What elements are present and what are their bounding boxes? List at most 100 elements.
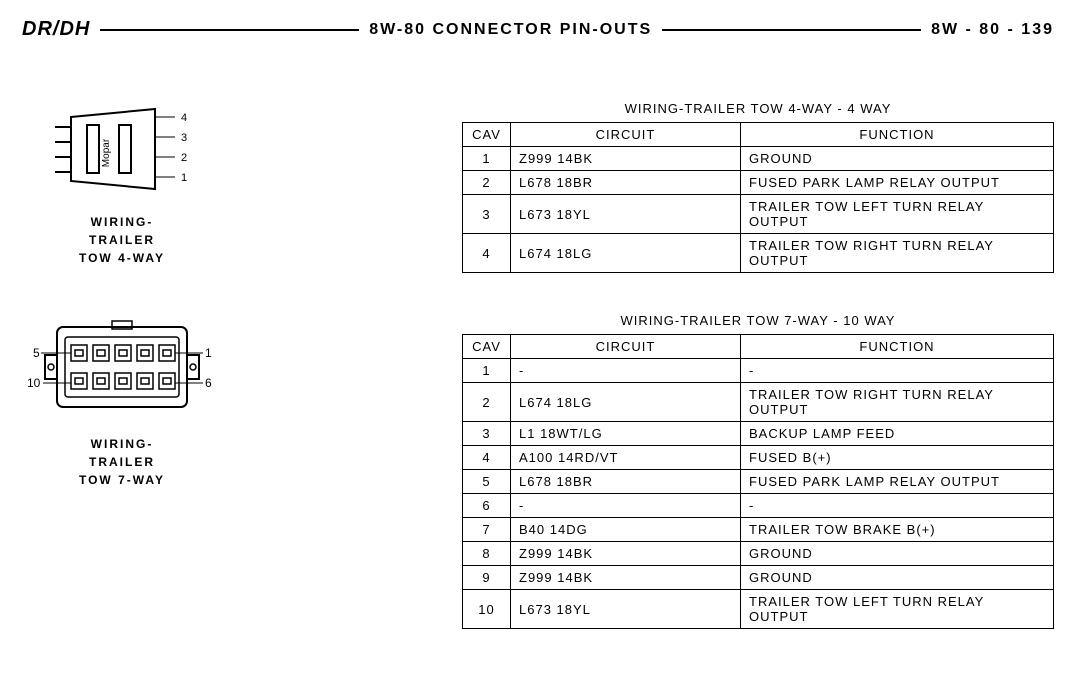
svg-text:6: 6	[205, 376, 212, 390]
cell-circuit: -	[511, 494, 741, 518]
diag7-l2: TRAILER	[89, 455, 155, 469]
cell-circuit: L678 18BR	[511, 171, 741, 195]
table-row: 2L674 18LGTRAILER TOW RIGHT TURN RELAY O…	[463, 383, 1054, 422]
cell-function: FUSED PARK LAMP RELAY OUTPUT	[741, 171, 1054, 195]
table-4way-caption: WIRING-TRAILER TOW 4-WAY - 4 WAY	[462, 101, 1054, 116]
header-center: 8W-80 CONNECTOR PIN-OUTS	[369, 21, 652, 39]
cell-cav: 9	[463, 566, 511, 590]
diag4-l1: WIRING-	[91, 215, 154, 229]
svg-text:Mopar: Mopar	[101, 138, 112, 167]
cell-function: GROUND	[741, 542, 1054, 566]
table-row: 6--	[463, 494, 1054, 518]
cell-function: TRAILER TOW RIGHT TURN RELAY OUTPUT	[741, 383, 1054, 422]
cell-function: TRAILER TOW LEFT TURN RELAY OUTPUT	[741, 590, 1054, 629]
col-function: FUNCTION	[741, 335, 1054, 359]
col-circuit: CIRCUIT	[511, 335, 741, 359]
table-7way-col: WIRING-TRAILER TOW 7-WAY - 10 WAY CAV CI…	[222, 313, 1054, 629]
cell-circuit: L673 18YL	[511, 590, 741, 629]
table-row: 1Z999 14BKGROUND	[463, 147, 1054, 171]
table-row: 2L678 18BRFUSED PARK LAMP RELAY OUTPUT	[463, 171, 1054, 195]
cell-cav: 8	[463, 542, 511, 566]
table-4way: CAV CIRCUIT FUNCTION 1Z999 14BKGROUND2L6…	[462, 122, 1054, 273]
cell-cav: 1	[463, 359, 511, 383]
diagram-7way-col: 5 1 10 6 WIRING- TRAILER TOW 7-WAY	[22, 313, 222, 489]
svg-text:1: 1	[181, 172, 187, 184]
section-4way: Mopar 4 3 2 1 WIRING- TRAILER TOW 4-WAY	[22, 101, 1054, 273]
cell-circuit: L674 18LG	[511, 234, 741, 273]
cell-cav: 3	[463, 422, 511, 446]
cell-function: -	[741, 359, 1054, 383]
cell-function: -	[741, 494, 1054, 518]
connector-7way-svg: 5 1 10 6	[27, 317, 217, 427]
table-7way: CAV CIRCUIT FUNCTION 1--2L674 18LGTRAILE…	[462, 334, 1054, 629]
cell-function: TRAILER TOW LEFT TURN RELAY OUTPUT	[741, 195, 1054, 234]
cell-circuit: L1 18WT/LG	[511, 422, 741, 446]
table-row: 10L673 18YLTRAILER TOW LEFT TURN RELAY O…	[463, 590, 1054, 629]
section-7way: 5 1 10 6 WIRING- TRAILER TOW 7-WAY WIRIN…	[22, 313, 1054, 629]
table-row: 9Z999 14BKGROUND	[463, 566, 1054, 590]
cell-function: TRAILER TOW RIGHT TURN RELAY OUTPUT	[741, 234, 1054, 273]
cell-cav: 4	[463, 234, 511, 273]
cell-circuit: L674 18LG	[511, 383, 741, 422]
cell-function: GROUND	[741, 566, 1054, 590]
header-rule-right	[662, 29, 921, 31]
header-rule-left	[100, 29, 359, 31]
cell-circuit: B40 14DG	[511, 518, 741, 542]
cell-circuit: Z999 14BK	[511, 566, 741, 590]
table-4way-col: WIRING-TRAILER TOW 4-WAY - 4 WAY CAV CIR…	[222, 101, 1054, 273]
table-row: CAV CIRCUIT FUNCTION	[463, 123, 1054, 147]
cell-cav: 3	[463, 195, 511, 234]
svg-text:1: 1	[205, 346, 212, 360]
table-row: 4L674 18LGTRAILER TOW RIGHT TURN RELAY O…	[463, 234, 1054, 273]
cell-cav: 2	[463, 383, 511, 422]
table-row: 7B40 14DGTRAILER TOW BRAKE B(+)	[463, 518, 1054, 542]
cell-cav: 7	[463, 518, 511, 542]
page-header: DR/DH 8W-80 CONNECTOR PIN-OUTS 8W - 80 -…	[22, 18, 1054, 41]
diag7-l1: WIRING-	[91, 437, 154, 451]
col-cav: CAV	[463, 335, 511, 359]
cell-cav: 4	[463, 446, 511, 470]
cell-circuit: L673 18YL	[511, 195, 741, 234]
cell-cav: 6	[463, 494, 511, 518]
diag7-l3: TOW 7-WAY	[79, 473, 165, 487]
cell-function: TRAILER TOW BRAKE B(+)	[741, 518, 1054, 542]
cell-function: BACKUP LAMP FEED	[741, 422, 1054, 446]
table-row: 8Z999 14BKGROUND	[463, 542, 1054, 566]
diagram-7way-label: WIRING- TRAILER TOW 7-WAY	[22, 435, 222, 489]
cell-function: GROUND	[741, 147, 1054, 171]
svg-text:2: 2	[181, 152, 187, 164]
table-row: 1--	[463, 359, 1054, 383]
cell-circuit: Z999 14BK	[511, 542, 741, 566]
header-left: DR/DH	[22, 18, 90, 41]
cell-circuit: Z999 14BK	[511, 147, 741, 171]
diag4-l3: TOW 4-WAY	[79, 251, 165, 265]
cell-function: FUSED B(+)	[741, 446, 1054, 470]
svg-text:5: 5	[33, 346, 40, 360]
table-row: 4A100 14RD/VTFUSED B(+)	[463, 446, 1054, 470]
table-row: 3L673 18YLTRAILER TOW LEFT TURN RELAY OU…	[463, 195, 1054, 234]
cell-cav: 5	[463, 470, 511, 494]
page: DR/DH 8W-80 CONNECTOR PIN-OUTS 8W - 80 -…	[0, 0, 1076, 687]
table-row: 5L678 18BRFUSED PARK LAMP RELAY OUTPUT	[463, 470, 1054, 494]
header-right: 8W - 80 - 139	[931, 21, 1054, 39]
col-cav: CAV	[463, 123, 511, 147]
cell-circuit: A100 14RD/VT	[511, 446, 741, 470]
cell-cav: 2	[463, 171, 511, 195]
table-7way-caption: WIRING-TRAILER TOW 7-WAY - 10 WAY	[462, 313, 1054, 328]
table-row: CAV CIRCUIT FUNCTION	[463, 335, 1054, 359]
table-row: 3L1 18WT/LGBACKUP LAMP FEED	[463, 422, 1054, 446]
col-circuit: CIRCUIT	[511, 123, 741, 147]
connector-4way-svg: Mopar 4 3 2 1	[47, 105, 197, 205]
diagram-4way-col: Mopar 4 3 2 1 WIRING- TRAILER TOW 4-WAY	[22, 101, 222, 267]
cell-circuit: L678 18BR	[511, 470, 741, 494]
diag4-l2: TRAILER	[89, 233, 155, 247]
cell-function: FUSED PARK LAMP RELAY OUTPUT	[741, 470, 1054, 494]
diagram-4way-label: WIRING- TRAILER TOW 4-WAY	[22, 213, 222, 267]
svg-text:10: 10	[27, 376, 41, 390]
cell-cav: 1	[463, 147, 511, 171]
cell-circuit: -	[511, 359, 741, 383]
col-function: FUNCTION	[741, 123, 1054, 147]
svg-text:4: 4	[181, 112, 187, 124]
cell-cav: 10	[463, 590, 511, 629]
svg-text:3: 3	[181, 132, 187, 144]
